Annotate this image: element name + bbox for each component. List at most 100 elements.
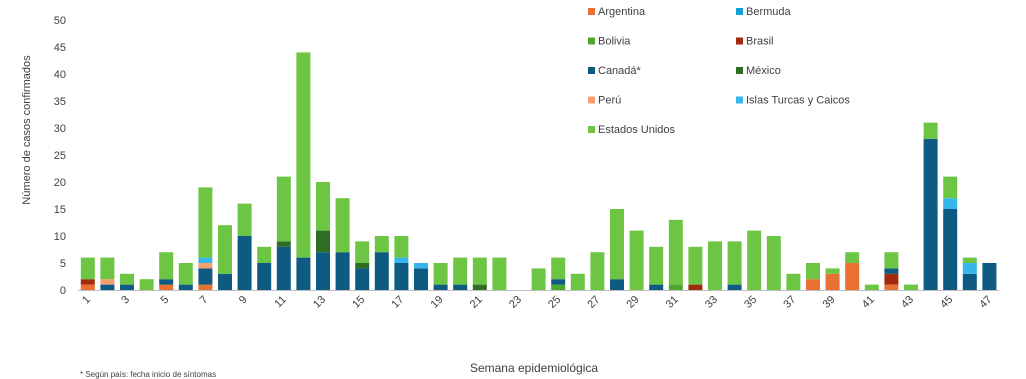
y-tick-label: 45 [54,42,66,54]
x-tick-label: 3 [119,294,132,307]
bar-segment-week-26-series-8 [570,273,585,290]
bar-segment-week-34-series-4 [727,284,742,290]
footnote: * Según país: fecha inicio de síntomas [80,370,217,379]
legend-label: Estados Unidos [598,124,676,136]
x-tick-label: 25 [546,294,563,311]
x-tick-label: 33 [703,294,720,311]
bar-segment-week-6-series-8 [178,263,193,285]
bar-segment-week-34-series-8 [727,241,742,285]
bar-segment-week-16-series-4 [374,252,389,290]
bar-segment-week-7-series-8 [198,187,213,258]
bar-segment-week-11-series-4 [276,246,291,290]
bar-segment-week-25-series-8 [551,257,566,280]
bar-segment-week-5-series-4 [159,279,174,285]
bar-segment-week-33-series-8 [708,241,722,290]
x-tick-label: 11 [272,294,289,311]
bar-segment-week-21-series-5 [472,284,487,290]
x-tick-label: 21 [468,294,485,311]
y-tick-label: 40 [54,69,66,81]
bar-segment-week-18-series-7 [414,263,428,269]
bar-segment-week-44-series-4 [923,138,938,290]
bar-segment-week-13-series-5 [316,230,330,253]
x-tick-label: 45 [938,294,955,311]
bar-segment-week-36-series-8 [766,236,781,290]
bar-segment-week-28-series-4 [610,279,624,290]
legend-swatch [588,67,595,74]
bar-segment-week-31-series-2 [668,284,683,290]
y-tick-label: 5 [60,258,66,270]
bar-segment-week-17-series-7 [394,257,409,263]
bar-segment-week-25-series-4 [551,279,566,285]
x-tick-label: 9 [237,294,250,307]
bar-segment-week-15-series-5 [355,263,370,269]
bar-segment-week-5-series-0 [159,284,174,290]
x-tick-label: 27 [585,294,602,311]
bar-segment-week-38-series-8 [806,263,820,280]
bar-segment-week-46-series-8 [962,257,977,263]
bar-segment-week-47-series-4 [982,263,997,290]
y-tick-label: 0 [60,285,66,297]
bar-segment-week-11-series-5 [276,241,291,247]
bar-segment-week-27-series-8 [590,252,605,290]
bar-segment-week-9-series-4 [237,236,252,290]
x-tick-label: 17 [389,294,406,311]
bar-segment-week-29-series-8 [629,230,644,290]
x-axis-label: Semana epidemiológica [470,361,598,375]
x-tick-label: 47 [977,294,994,311]
legend-label: Perú [598,95,621,107]
y-tick-label: 10 [54,231,66,243]
bar-segment-week-8-series-8 [218,225,232,274]
bar-segment-week-5-series-8 [159,252,174,280]
bar-segment-week-19-series-8 [433,263,448,285]
y-axis-label: Número de casos confirmados [21,55,33,205]
legend-swatch [588,96,595,104]
bar-segment-week-21-series-8 [472,257,487,285]
bar-segment-week-11-series-8 [276,176,291,242]
bar-segment-week-10-series-4 [257,263,272,290]
legend-label: Argentina [598,6,646,18]
x-tick-label: 39 [821,294,838,311]
bar-segment-week-8-series-4 [218,273,232,290]
bar-segment-week-46-series-4 [962,273,977,290]
bar-segment-week-40-series-0 [845,263,860,290]
bar-segment-week-17-series-8 [394,236,409,258]
bar-segment-week-13-series-8 [316,182,330,231]
bar-segment-week-31-series-8 [668,219,683,285]
bar-segment-week-3-series-8 [120,273,134,285]
bar-segment-week-22-series-8 [492,257,507,290]
bar-segment-week-14-series-4 [335,252,350,290]
bar-segment-week-35-series-8 [747,230,762,290]
legend-swatch [736,8,743,15]
x-tick-label: 35 [742,294,759,311]
x-tick-label: 15 [350,294,367,311]
legend-swatch [736,96,743,104]
bar-segment-week-32-series-3 [688,284,703,290]
bar-segment-week-7-series-6 [198,263,213,269]
bar-segment-week-15-series-8 [355,241,370,263]
legend-label: México [746,65,781,77]
bar-segment-week-42-series-4 [884,268,899,274]
bar-segment-week-12-series-8 [296,52,311,258]
x-tick-label: 43 [899,294,916,311]
legend-swatch [588,126,595,133]
bar-segment-week-43-series-8 [904,284,918,290]
bar-segment-week-2-series-4 [100,284,115,290]
bar-segment-week-19-series-4 [433,284,448,290]
bar-segment-week-28-series-8 [610,209,624,280]
bar-segment-week-15-series-4 [355,268,370,290]
bar-segment-week-30-series-8 [649,246,664,285]
bar-segment-week-25-series-2 [551,284,566,290]
y-tick-label: 30 [54,123,66,135]
bar-segment-week-24-series-8 [531,268,546,290]
legend-swatch [588,8,595,15]
bar-segment-week-9-series-8 [237,203,252,236]
bar-segment-week-40-series-8 [845,252,860,263]
bar-segment-week-42-series-3 [884,273,899,285]
legend-swatch [736,37,743,45]
x-tick-label: 1 [80,294,93,307]
bar-segment-week-1-series-3 [80,279,95,285]
bar-segment-week-7-series-7 [198,257,213,263]
x-tick-label: 29 [625,294,642,311]
bar-segment-week-38-series-0 [806,279,820,290]
